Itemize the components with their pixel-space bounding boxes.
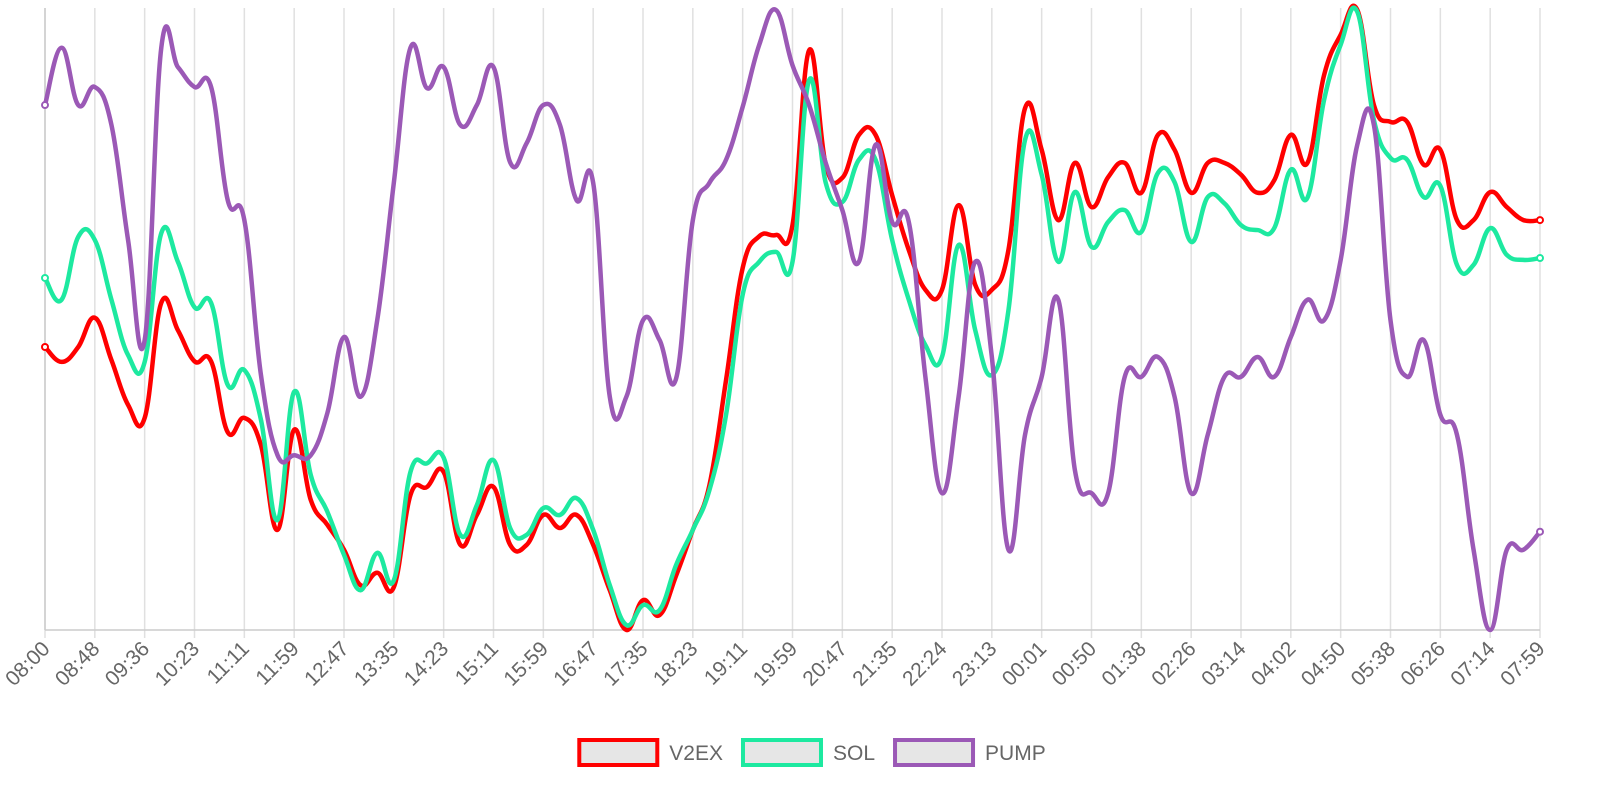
x-tick-label: 23:13 (948, 637, 1001, 690)
x-tick-label: 21:35 (848, 637, 901, 690)
legend-label: PUMP (985, 742, 1046, 765)
legend: V2EX SOL PUMP (577, 738, 1046, 767)
x-tick-label: 00:01 (998, 637, 1051, 690)
end-point (41, 101, 49, 110)
x-tick-label: 17:35 (599, 637, 652, 690)
series-line (43, 5, 1541, 628)
x-tick-label: 10:23 (151, 637, 204, 690)
x-tick-label: 15:59 (499, 637, 552, 690)
x-tick-label: 12:47 (300, 637, 353, 690)
series-line (42, 7, 1542, 633)
x-tick-label: 01:38 (1097, 637, 1150, 690)
x-tick-label: 06:26 (1396, 637, 1449, 690)
x-tick-label: 07:59 (1496, 637, 1549, 690)
x-tick-label: 08:00 (1, 637, 54, 690)
x-tick-label: 11:11 (203, 637, 254, 688)
end-point (41, 273, 49, 282)
x-tick-label: 14:23 (400, 637, 453, 690)
x-tick-label: 04:50 (1297, 637, 1350, 690)
x-tick-label: 19:11 (700, 637, 752, 689)
end-point (1536, 216, 1544, 225)
x-tick-label: 13:35 (350, 637, 403, 690)
legend-swatch (740, 738, 823, 767)
x-tick-label: 08:48 (51, 637, 104, 690)
x-tick-label: 03:14 (1197, 637, 1251, 691)
x-tick-label: 05:38 (1347, 637, 1400, 690)
series-line (43, 3, 1541, 633)
legend-item: V2EX (577, 738, 723, 767)
x-tick-label: 22:24 (898, 637, 952, 691)
x-tick-label: 00:50 (1048, 637, 1101, 690)
x-tick-label: 19:59 (749, 637, 802, 690)
x-tick-label: 04:02 (1247, 637, 1300, 690)
legend-label: V2EX (669, 742, 723, 765)
x-tick-label: 18:23 (649, 637, 702, 690)
legend-swatch (893, 738, 976, 767)
legend-item: PUMP (893, 738, 1046, 767)
x-tick-label: 11:59 (251, 637, 303, 689)
x-tick-label: 20:47 (798, 637, 851, 690)
legend-item: SOL (740, 738, 875, 767)
x-tick-label: 15:11 (451, 637, 503, 689)
end-point (41, 342, 49, 351)
end-point (1536, 527, 1544, 536)
x-tick-label: 02:26 (1147, 637, 1200, 690)
legend-swatch (577, 738, 660, 767)
x-tick-label: 16:47 (549, 637, 602, 690)
legend-label: SOL (833, 742, 875, 765)
x-tick-label: 07:14 (1446, 637, 1500, 691)
x-tick-label: 09:36 (101, 637, 154, 690)
end-point (1536, 254, 1544, 263)
